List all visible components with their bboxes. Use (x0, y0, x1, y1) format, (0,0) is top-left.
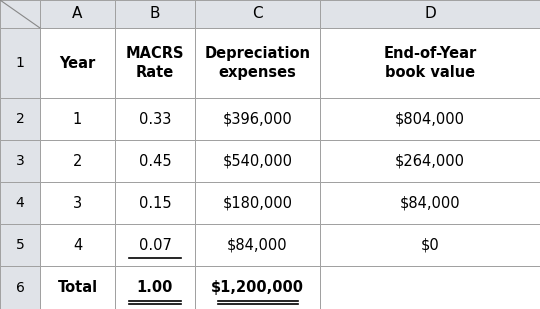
Bar (40, 182, 115, 224)
Text: 6: 6 (16, 281, 24, 294)
Text: C: C (252, 6, 263, 22)
Text: $84,000: $84,000 (227, 238, 288, 252)
Bar (195, 0, 320, 28)
Text: 3: 3 (73, 196, 82, 210)
Bar (0, 266, 40, 309)
Text: $1,200,000: $1,200,000 (211, 280, 304, 295)
Bar (115, 224, 195, 266)
Bar (0, 182, 40, 224)
Text: B: B (150, 6, 160, 22)
Text: $396,000: $396,000 (222, 112, 292, 126)
Bar (115, 140, 195, 182)
Text: Total: Total (57, 280, 98, 295)
Bar (115, 266, 195, 309)
Text: Depreciation
expenses: Depreciation expenses (205, 46, 310, 80)
Bar (320, 0, 540, 28)
Text: 0.45: 0.45 (139, 154, 171, 168)
Bar (195, 266, 320, 309)
Text: D: D (424, 6, 436, 22)
Bar (40, 28, 115, 98)
Bar (0, 98, 40, 140)
Text: MACRS
Rate: MACRS Rate (126, 46, 184, 80)
Bar (115, 28, 195, 98)
Bar (320, 140, 540, 182)
Text: 2: 2 (73, 154, 82, 168)
Text: 3: 3 (16, 154, 24, 168)
Bar (40, 266, 115, 309)
Bar (0, 28, 40, 98)
Text: 1.00: 1.00 (137, 280, 173, 295)
Text: $84,000: $84,000 (400, 196, 460, 210)
Bar (40, 98, 115, 140)
Bar (115, 0, 195, 28)
Text: 0.15: 0.15 (139, 196, 171, 210)
Text: $804,000: $804,000 (395, 112, 465, 126)
Bar (320, 266, 540, 309)
Bar (115, 98, 195, 140)
Text: 1: 1 (73, 112, 82, 126)
Bar (195, 140, 320, 182)
Text: 0.07: 0.07 (139, 238, 171, 252)
Bar (40, 0, 115, 28)
Bar (0, 0, 40, 28)
Bar (115, 182, 195, 224)
Bar (195, 224, 320, 266)
Bar (320, 224, 540, 266)
Text: 0.33: 0.33 (139, 112, 171, 126)
Text: $264,000: $264,000 (395, 154, 465, 168)
Text: $180,000: $180,000 (222, 196, 293, 210)
Bar (195, 28, 320, 98)
Text: A: A (72, 6, 83, 22)
Text: 2: 2 (16, 112, 24, 126)
Text: 4: 4 (73, 238, 82, 252)
Bar (195, 98, 320, 140)
Bar (40, 224, 115, 266)
Bar (40, 140, 115, 182)
Bar (0, 224, 40, 266)
Bar (0, 140, 40, 182)
Text: 5: 5 (16, 238, 24, 252)
Text: $0: $0 (421, 238, 440, 252)
Bar (320, 28, 540, 98)
Text: $540,000: $540,000 (222, 154, 293, 168)
Text: Year: Year (59, 56, 96, 70)
Bar (320, 98, 540, 140)
Bar (195, 182, 320, 224)
Text: End-of-Year
book value: End-of-Year book value (383, 46, 477, 80)
Bar (320, 182, 540, 224)
Text: 4: 4 (16, 196, 24, 210)
Text: 1: 1 (16, 56, 24, 70)
